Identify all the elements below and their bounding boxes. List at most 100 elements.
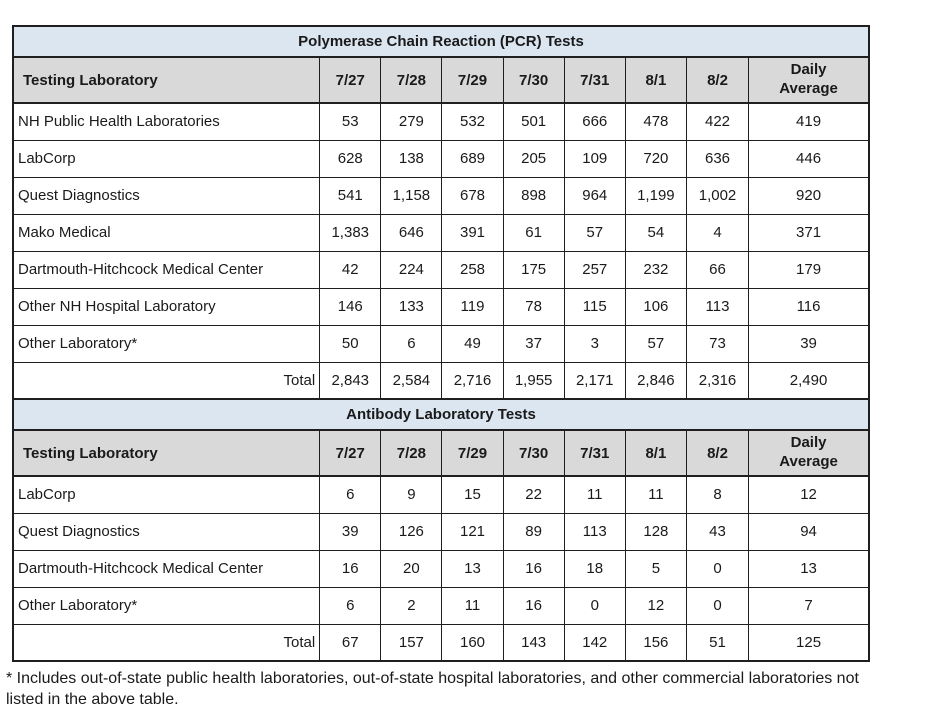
col-header-date: 8/1 [624, 56, 687, 104]
value-cell: 78 [502, 287, 565, 326]
table-row: Other Laboratory* 50 6 49 37 3 57 73 39 [12, 324, 870, 363]
col-header-date: 8/2 [685, 56, 750, 104]
total-value-cell: 2,716 [441, 361, 504, 400]
daily-average-cell: 7 [748, 586, 870, 625]
value-cell: 57 [624, 324, 687, 363]
lab-name-cell: NH Public Health Laboratories [12, 102, 321, 141]
total-value-cell: 160 [441, 623, 504, 662]
total-value-cell: 2,846 [624, 361, 687, 400]
value-cell: 6 [319, 586, 382, 625]
lab-name-cell: LabCorp [12, 475, 321, 514]
value-cell: 478 [624, 102, 687, 141]
value-cell: 964 [563, 176, 626, 215]
total-value-cell: 2,584 [380, 361, 443, 400]
value-cell: 678 [441, 176, 504, 215]
value-cell: 22 [502, 475, 565, 514]
value-cell: 666 [563, 102, 626, 141]
value-cell: 42 [319, 250, 382, 289]
value-cell: 18 [563, 549, 626, 588]
value-cell: 391 [441, 213, 504, 252]
total-value-cell: 67 [319, 623, 382, 662]
value-cell: 532 [441, 102, 504, 141]
value-cell: 175 [502, 250, 565, 289]
col-header-date: 7/31 [563, 56, 626, 104]
pcr-section-title-row: Polymerase Chain Reaction (PCR) Tests [12, 25, 870, 58]
value-cell: 8 [685, 475, 750, 514]
total-value-cell: 2,171 [563, 361, 626, 400]
value-cell: 720 [624, 139, 687, 178]
value-cell: 121 [441, 512, 504, 551]
antibody-total-row: Total 67 157 160 143 142 156 51 125 [12, 623, 870, 662]
value-cell: 5 [624, 549, 687, 588]
footnote: * Includes out-of-state public health la… [6, 670, 859, 708]
value-cell: 11 [441, 586, 504, 625]
daily-average-cell: 419 [748, 102, 870, 141]
daily-average-cell: 94 [748, 512, 870, 551]
table-row: Dartmouth-Hitchcock Medical Center 42 22… [12, 250, 870, 289]
total-daily-average-cell: 2,490 [748, 361, 870, 400]
lab-name-cell: Mako Medical [12, 213, 321, 252]
antibody-section-title-row: Antibody Laboratory Tests [12, 398, 870, 431]
value-cell: 133 [380, 287, 443, 326]
col-header-date: 7/31 [563, 429, 626, 477]
table-row: Dartmouth-Hitchcock Medical Center 16 20… [12, 549, 870, 588]
daily-average-cell: 371 [748, 213, 870, 252]
value-cell: 9 [380, 475, 443, 514]
value-cell: 0 [685, 586, 750, 625]
total-value-cell: 2,316 [685, 361, 750, 400]
col-header-date: 7/27 [319, 56, 382, 104]
value-cell: 16 [502, 549, 565, 588]
value-cell: 126 [380, 512, 443, 551]
antibody-header-row: Testing Laboratory 7/27 7/28 7/29 7/30 7… [12, 429, 870, 477]
lab-name-cell: Other NH Hospital Laboratory [12, 287, 321, 326]
value-cell: 2 [380, 586, 443, 625]
value-cell: 11 [624, 475, 687, 514]
table-row: Mako Medical 1,383 646 391 61 57 54 4 37… [12, 213, 870, 252]
value-cell: 119 [441, 287, 504, 326]
value-cell: 279 [380, 102, 443, 141]
value-cell: 501 [502, 102, 565, 141]
value-cell: 1,199 [624, 176, 687, 215]
value-cell: 53 [319, 102, 382, 141]
table-row: LabCorp 6 9 15 22 11 11 8 12 [12, 475, 870, 514]
value-cell: 1,383 [319, 213, 382, 252]
daily-average-cell: 39 [748, 324, 870, 363]
lab-name-cell: Dartmouth-Hitchcock Medical Center [12, 250, 321, 289]
value-cell: 113 [563, 512, 626, 551]
antibody-table-title: Antibody Laboratory Tests [12, 398, 870, 431]
daily-average-cell: 13 [748, 549, 870, 588]
lab-name-cell: Dartmouth-Hitchcock Medical Center [12, 549, 321, 588]
value-cell: 113 [685, 287, 750, 326]
col-header-date: 7/29 [441, 56, 504, 104]
value-cell: 0 [563, 586, 626, 625]
total-label: Total [12, 361, 321, 400]
daily-average-cell: 116 [748, 287, 870, 326]
value-cell: 1,158 [380, 176, 443, 215]
value-cell: 50 [319, 324, 382, 363]
daily-average-cell: 446 [748, 139, 870, 178]
value-cell: 541 [319, 176, 382, 215]
value-cell: 54 [624, 213, 687, 252]
value-cell: 0 [685, 549, 750, 588]
daily-average-cell: 12 [748, 475, 870, 514]
value-cell: 73 [685, 324, 750, 363]
col-header-testing-laboratory: Testing Laboratory [12, 56, 321, 104]
total-value-cell: 143 [502, 623, 565, 662]
value-cell: 109 [563, 139, 626, 178]
table-row: LabCorp 628 138 689 205 109 720 636 446 [12, 139, 870, 178]
col-header-date: 7/28 [380, 56, 443, 104]
value-cell: 15 [441, 475, 504, 514]
value-cell: 6 [319, 475, 382, 514]
col-header-date: 8/1 [624, 429, 687, 477]
total-label: Total [12, 623, 321, 662]
pcr-header-row: Testing Laboratory 7/27 7/28 7/29 7/30 7… [12, 56, 870, 104]
lab-name-cell: LabCorp [12, 139, 321, 178]
daily-average-cell: 920 [748, 176, 870, 215]
lab-name-cell: Other Laboratory* [12, 324, 321, 363]
value-cell: 422 [685, 102, 750, 141]
col-header-testing-laboratory: Testing Laboratory [12, 429, 321, 477]
value-cell: 257 [563, 250, 626, 289]
col-header-date: 7/30 [502, 56, 565, 104]
total-value-cell: 1,955 [502, 361, 565, 400]
testing-laboratory-tables: Polymerase Chain Reaction (PCR) Tests Te… [12, 25, 870, 662]
